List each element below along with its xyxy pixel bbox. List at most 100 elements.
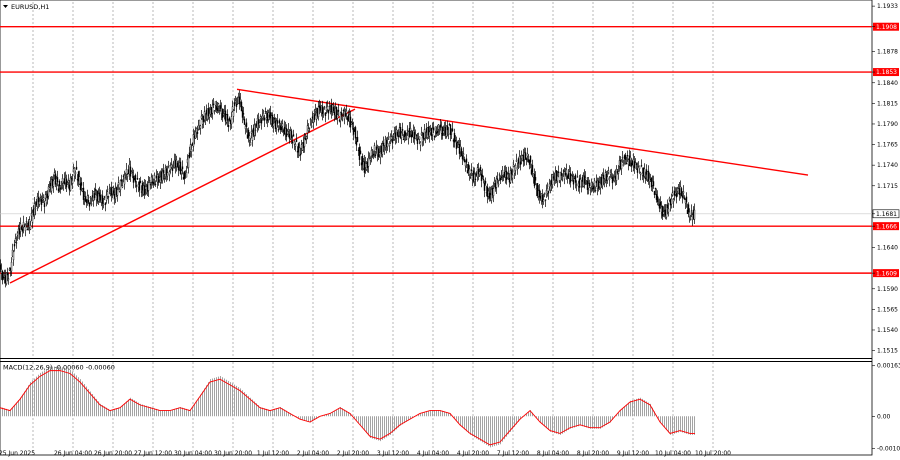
candle-body (190, 149, 193, 152)
candle-body (602, 174, 605, 179)
candle-body (120, 179, 123, 182)
candle-body (247, 129, 250, 138)
candle-body (561, 179, 564, 181)
candle-body (337, 109, 340, 112)
candle-body (547, 191, 550, 194)
grid-lines (32, 2, 714, 452)
candle-body (502, 176, 505, 178)
candle-body (432, 127, 435, 131)
chevron-down-icon[interactable] (3, 5, 8, 8)
candle-body (511, 174, 514, 179)
candle-body (536, 183, 539, 197)
candle-body (549, 185, 552, 191)
candle-body (104, 202, 107, 205)
candle-body (574, 174, 577, 183)
candle-body (234, 100, 237, 103)
candle-body (196, 131, 199, 134)
candle-body (273, 117, 276, 120)
candle-body (70, 177, 73, 180)
candle-body (314, 109, 317, 112)
level-price-label: 1.1853 (876, 69, 897, 76)
candle-body (339, 112, 342, 122)
candle-body (512, 164, 515, 167)
candle-body (465, 158, 468, 163)
candle-body (226, 114, 229, 121)
candle-body (305, 136, 308, 139)
candle-body (94, 188, 97, 191)
candle-body (322, 113, 325, 115)
candle-body (682, 191, 685, 194)
candle-body (199, 125, 202, 129)
candle-body (264, 110, 267, 112)
candle-body (25, 221, 28, 223)
price-tick-label: 1.1790 (877, 121, 898, 128)
candle-body (228, 117, 231, 121)
candle-body (379, 151, 382, 158)
candle-body (108, 188, 111, 191)
candle-body (551, 174, 554, 186)
candle-body (401, 128, 404, 131)
candle-body (418, 136, 421, 140)
candle-body (583, 175, 586, 184)
candle-body (514, 165, 517, 171)
candle-body (388, 142, 391, 147)
candle-body (437, 124, 440, 130)
candle-body (541, 194, 544, 202)
candle-body (26, 229, 29, 231)
candle-body (510, 170, 513, 175)
candle-body (516, 167, 519, 170)
candle-body (578, 178, 581, 188)
candle-body (634, 162, 637, 169)
candle-body (493, 180, 496, 184)
candle-body (211, 104, 214, 114)
candle-body (77, 171, 80, 182)
price-tick-label: 1.1765 (877, 142, 898, 149)
candle-body (138, 181, 141, 191)
price-tick-label: 1.1815 (877, 100, 898, 107)
candle-body (263, 117, 266, 121)
candle-body (629, 157, 632, 161)
candle-body (152, 182, 155, 185)
candle-body (245, 122, 248, 127)
price-tick-label: 1.1640 (877, 245, 898, 252)
candle-body (80, 182, 83, 186)
candle-body (39, 196, 42, 198)
candle-body (622, 164, 625, 167)
candle-body (654, 187, 657, 189)
candle-body (105, 194, 108, 201)
candle-body (97, 193, 100, 202)
price-tick-label: 1.1565 (877, 306, 898, 313)
candle-body (73, 167, 76, 177)
candle-body (200, 115, 203, 119)
candle-body (41, 198, 44, 201)
candle-body (369, 158, 372, 161)
candle-body (328, 105, 331, 107)
trendline[interactable] (236, 88, 809, 176)
candle-body (126, 174, 129, 177)
candle-body (479, 167, 482, 171)
candle-body (543, 193, 546, 195)
candle-body (467, 164, 470, 171)
candle-body (552, 176, 555, 179)
candle-body (29, 225, 32, 230)
candle-body (668, 197, 671, 201)
candle-body (13, 244, 16, 247)
candle-body (593, 180, 596, 187)
candle-body (519, 161, 522, 165)
candle-body (66, 182, 69, 185)
candle-body (354, 127, 357, 139)
candle-body (397, 135, 400, 137)
candle-body (323, 106, 326, 108)
candle-body (208, 113, 211, 118)
candle-body (119, 180, 122, 190)
trendline[interactable] (9, 108, 356, 284)
candle-body (231, 106, 234, 112)
candle-body (31, 212, 34, 223)
candle-body (456, 142, 459, 144)
candle-body (230, 116, 233, 125)
candle-body (79, 183, 82, 191)
candle-body (524, 152, 527, 160)
candle-body (258, 122, 261, 126)
candle-body (690, 210, 693, 212)
